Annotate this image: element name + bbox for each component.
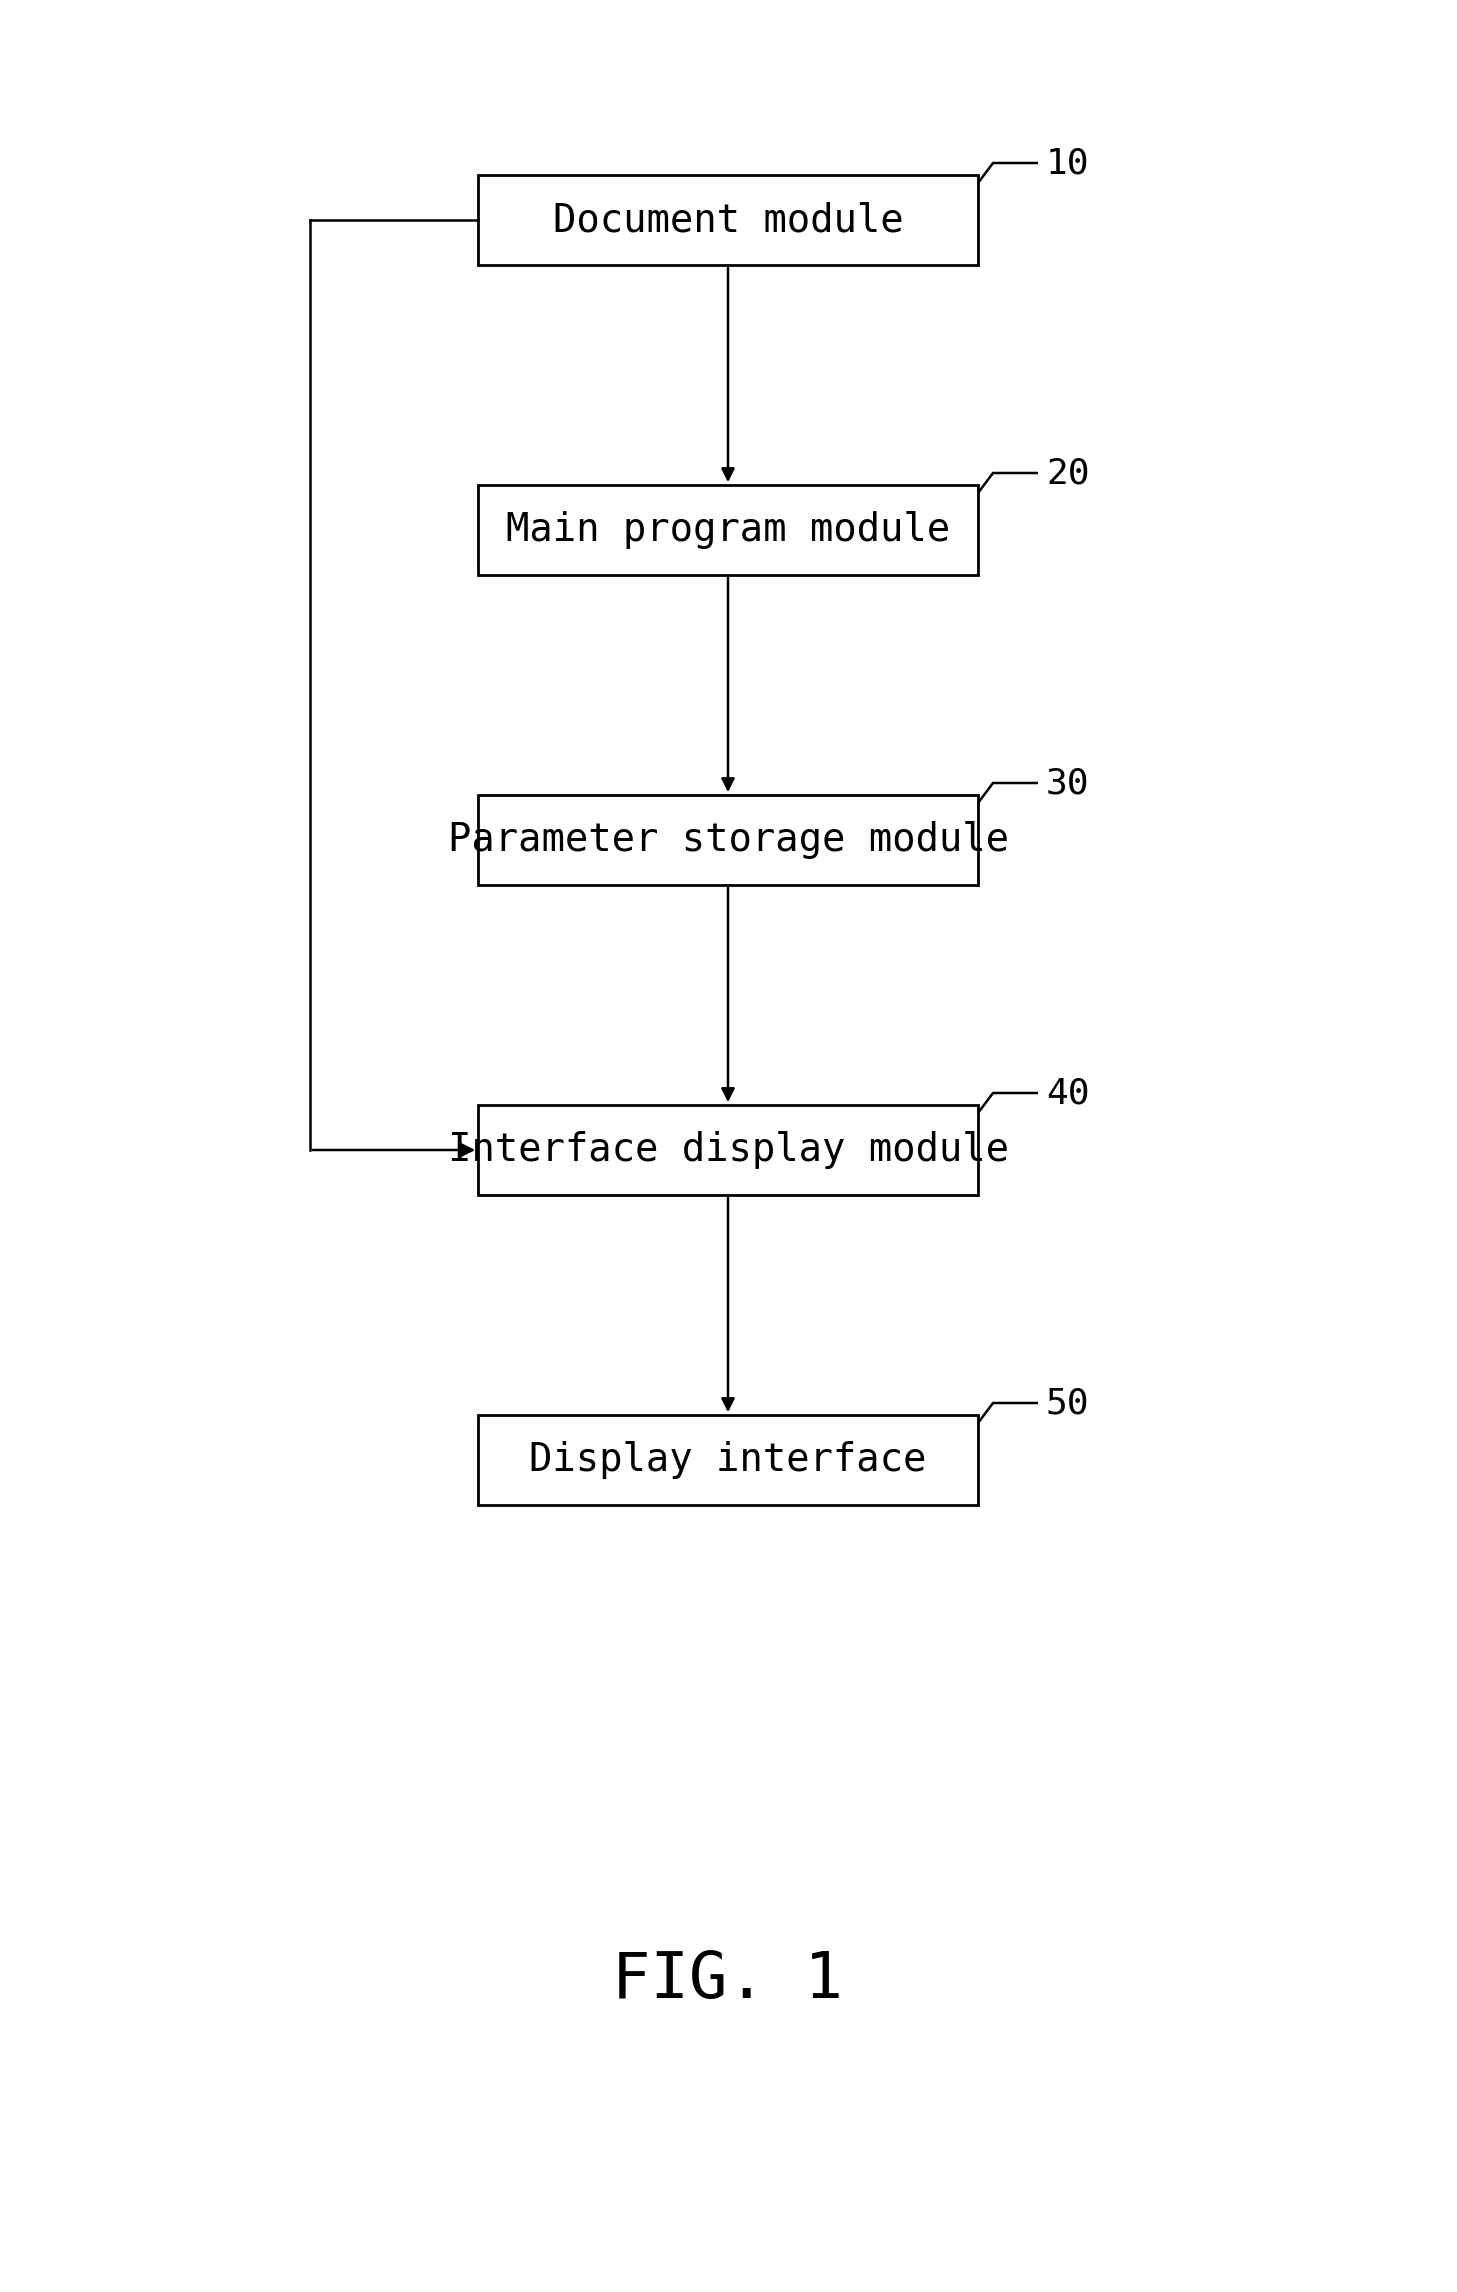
- Text: FIG. 1: FIG. 1: [612, 1948, 844, 2010]
- Text: 50: 50: [1046, 1387, 1090, 1421]
- Bar: [478, 795, 978, 885]
- Text: 10: 10: [1046, 147, 1090, 181]
- Text: 20: 20: [1046, 456, 1090, 490]
- Text: Interface display module: Interface display module: [447, 1130, 1008, 1169]
- Bar: [478, 486, 978, 575]
- Bar: [478, 174, 978, 266]
- Text: Display interface: Display interface: [529, 1442, 927, 1478]
- Text: Parameter storage module: Parameter storage module: [447, 821, 1008, 860]
- Text: Main program module: Main program module: [506, 511, 950, 550]
- Bar: [478, 1105, 978, 1194]
- Text: Document module: Document module: [552, 202, 903, 238]
- Text: 30: 30: [1046, 766, 1090, 800]
- Bar: [478, 1414, 978, 1506]
- Text: 40: 40: [1046, 1075, 1090, 1109]
